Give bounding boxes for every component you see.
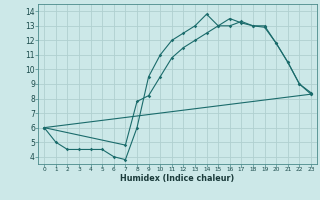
X-axis label: Humidex (Indice chaleur): Humidex (Indice chaleur) — [120, 174, 235, 183]
